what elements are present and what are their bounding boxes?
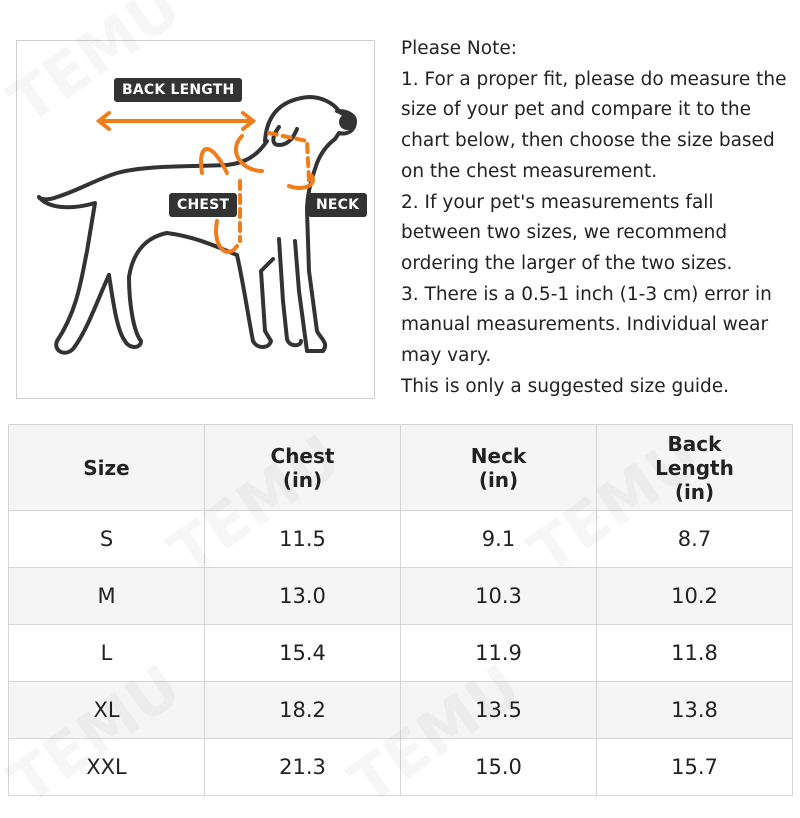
note-item: 3. There is a 0.5-1 inch (1-3 cm) error … xyxy=(401,283,772,367)
dog-outline-icon xyxy=(37,95,357,355)
table-header-row: Size Chest (in) Neck (in) Back Length (i… xyxy=(8,424,793,511)
header-neck: Neck (in) xyxy=(400,424,597,511)
cell-neck: 15.0 xyxy=(400,738,597,796)
size-table: Size Chest (in) Neck (in) Back Length (i… xyxy=(8,424,793,796)
cell-back-length: 10.2 xyxy=(596,567,793,625)
chest-arrow-icon xyxy=(199,147,229,175)
cell-size: L xyxy=(8,624,205,682)
cell-back-length: 15.7 xyxy=(596,738,793,796)
note-footer: This is only a suggested size guide. xyxy=(401,375,730,397)
note-heading: Please Note: xyxy=(401,38,517,59)
cell-size: M xyxy=(8,567,205,625)
table-row: M 13.0 10.3 10.2 xyxy=(8,567,793,625)
cell-size: XXL xyxy=(8,738,205,796)
table-row: L 15.4 11.9 11.8 xyxy=(8,624,793,682)
cell-chest: 21.3 xyxy=(204,738,401,796)
header-size: Size xyxy=(8,424,205,511)
cell-chest: 13.0 xyxy=(204,567,401,625)
header-chest: Chest (in) xyxy=(204,424,401,511)
chest-label: CHEST xyxy=(169,193,238,217)
cell-chest: 11.5 xyxy=(204,510,401,568)
dog-head-front xyxy=(263,95,357,353)
cell-back-length: 13.8 xyxy=(596,681,793,739)
cell-neck: 13.5 xyxy=(400,681,597,739)
header-back-length: Back Length (in) xyxy=(596,424,793,511)
table-row: XXL 21.3 15.0 15.7 xyxy=(8,738,793,796)
note-item: 1. For a proper fit, please do measure t… xyxy=(401,68,787,182)
cell-back-length: 8.7 xyxy=(596,510,793,568)
cell-neck: 9.1 xyxy=(400,510,597,568)
dog-measurement-diagram: BACK LENGTH CHEST NECK xyxy=(16,40,375,399)
back-length-label: BACK LENGTH xyxy=(114,78,243,102)
table-row: XL 18.2 13.5 13.8 xyxy=(8,681,793,739)
cell-chest: 15.4 xyxy=(204,624,401,682)
cell-neck: 10.3 xyxy=(400,567,597,625)
size-note: Please Note: 1. For a proper fit, please… xyxy=(401,34,796,402)
cell-size: S xyxy=(8,510,205,568)
cell-back-length: 11.8 xyxy=(596,624,793,682)
note-item: 2. If your pet's measurements fall betwe… xyxy=(401,191,733,274)
cell-neck: 11.9 xyxy=(400,624,597,682)
neck-label: NECK xyxy=(308,193,368,217)
neck-arrow-icon xyxy=(267,131,311,183)
table-row: S 11.5 9.1 8.7 xyxy=(8,510,793,568)
cell-chest: 18.2 xyxy=(204,681,401,739)
cell-size: XL xyxy=(8,681,205,739)
